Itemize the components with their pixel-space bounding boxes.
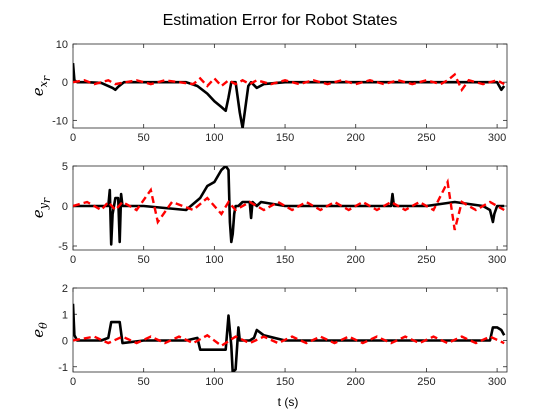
x-tick-label: 50 [138,254,150,266]
series-group-2 [73,166,505,246]
x-tick-label: 150 [276,376,294,388]
x-tick-label: 0 [70,376,76,388]
y-tick-label: 10 [56,39,68,51]
bound-series-line [73,178,505,231]
y-tick-label: 0 [62,77,68,89]
y-label-base: e [29,87,47,96]
y-axis-label-3: eθ [29,322,50,338]
series-group-1 [73,62,506,128]
x-tick-label: 150 [276,254,294,266]
x-tick-label: 150 [276,132,294,144]
error-series-line [73,166,505,246]
y-label-subsub: r [40,75,53,81]
x-tick-label: 50 [138,132,150,144]
y-tick-label: -1 [58,362,68,374]
x-tick-label: 0 [70,132,76,144]
y-label-sub: θ [37,322,50,329]
y-tick-label: 0 [62,201,68,213]
x-tick-label: 50 [138,376,150,388]
y-label-subsub: r [40,197,53,203]
x-tick-label: 250 [417,376,435,388]
y-axis-label-2: eyr [29,197,53,218]
bound-series-line [73,72,505,93]
x-tick-label: 100 [205,254,223,266]
axes-box-1 [72,43,508,129]
y-label-sub: x [37,80,50,87]
axes-box-3 [72,287,508,373]
error-series-line [73,62,506,128]
x-tick-label: 200 [347,132,365,144]
x-tick-label: 100 [205,132,223,144]
y-label-base: e [29,209,47,218]
bound-series-line [73,333,505,348]
y-tick-label: 5 [62,161,68,173]
x-tick-label: 100 [205,376,223,388]
error-series-line [73,303,506,372]
x-tick-label: 300 [488,132,506,144]
x-axis-label: t (s) [278,395,299,409]
x-tick-label: 250 [417,132,435,144]
y-label-sub: y [37,202,50,210]
y-tick-label: -10 [52,115,68,127]
chart-title: Estimation Error for Robot States [163,12,398,29]
y-label-base: e [29,329,47,338]
y-tick-label: 2 [62,283,68,295]
x-tick-label: 200 [347,254,365,266]
x-tick-label: 0 [70,254,76,266]
series-group-3 [73,303,506,372]
y-tick-label: 0 [62,336,68,348]
y-tick-label: 1 [62,309,68,321]
x-tick-label: 300 [488,254,506,266]
x-tick-label: 250 [417,254,435,266]
x-tick-label: 300 [488,376,506,388]
x-tick-label: 200 [347,376,365,388]
y-axis-label-1: exr [29,75,53,96]
y-tick-label: -5 [58,241,68,253]
